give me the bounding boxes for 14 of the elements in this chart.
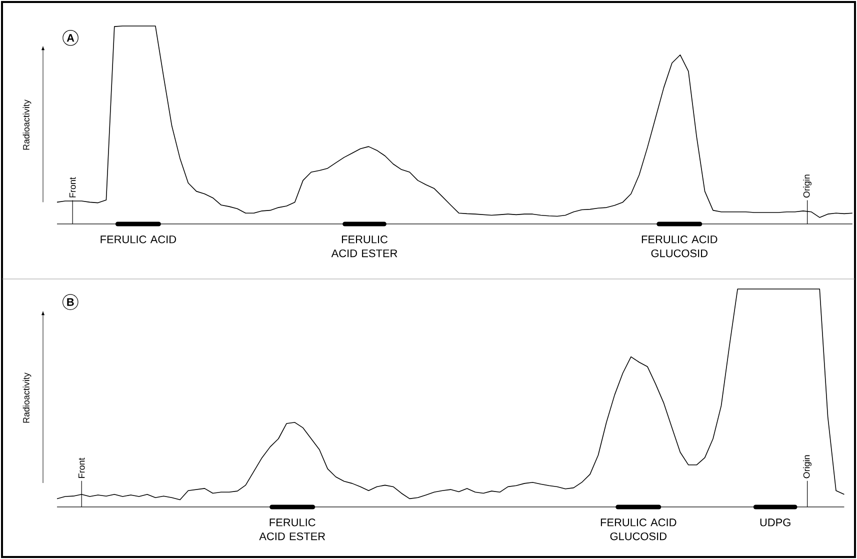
text: FERULIC ACID ESTER [259,518,326,540]
annotation: Origin [803,174,812,198]
annotation: Origin [803,455,812,478]
annotation: Front [69,177,76,198]
y-axis-title: Radioactivity [22,100,32,150]
annotation: Front [78,458,85,478]
text: FERULIC ACID [100,236,176,244]
text: FERULIC ACID GLUCOSID [642,236,718,258]
text: FERULIC ACID ESTER [331,236,398,258]
text: FERULIC ACID GLUCOSID [600,518,676,540]
text: UDPG [760,518,790,526]
text: B [67,298,74,306]
y-axis-title: Radioactivity [22,372,32,423]
text: A [66,34,74,42]
